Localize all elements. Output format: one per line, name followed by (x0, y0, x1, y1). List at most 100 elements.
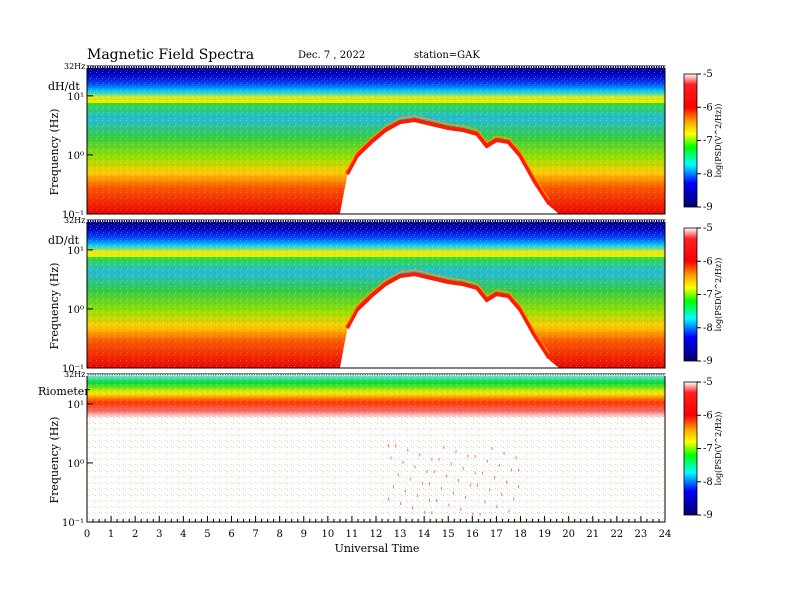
riometer-speck (397, 473, 399, 477)
x-tick-label: 14 (418, 529, 431, 540)
colorbar-tick-label: -8 (703, 169, 713, 180)
x-tick-label: 6 (228, 529, 234, 540)
riometer-speck (465, 495, 467, 499)
riometer-speck (409, 477, 411, 481)
riometer-speck (453, 491, 455, 495)
x-tick-label: 11 (346, 529, 359, 540)
riometer-speck (467, 454, 469, 458)
panels: dH/dt 32Hz 10¹ 10⁰ 10⁻¹ Frequency (Hz) -5 -6 -7 -… (38, 62, 723, 529)
y-tick-label: 10¹ (67, 92, 84, 103)
riometer-speck (414, 465, 416, 469)
riometer-speck (472, 512, 474, 516)
riometer-speck (441, 486, 442, 490)
riometer-speck (429, 498, 430, 502)
x-axis-label: Universal Time (335, 542, 420, 555)
colorbar-tick-label: -7 (703, 136, 713, 147)
y-tick-label: 10⁰ (67, 305, 84, 316)
riometer-speck (392, 485, 394, 489)
riometer-speck (479, 512, 481, 516)
colorbar-label: log(PSD(V^2/Hz)) (714, 258, 723, 332)
riometer-speck (407, 448, 409, 452)
x-tick-label: 18 (514, 529, 527, 540)
riometer-speck (510, 468, 512, 472)
figure-title: Magnetic Field Spectra (87, 47, 254, 63)
x-tick-label: 1 (108, 529, 114, 540)
y-axis-label: Frequency (Hz) (48, 417, 61, 504)
riometer-speck (501, 492, 503, 496)
x-tick-label: 7 (252, 529, 258, 540)
x-tick-label: 0 (84, 529, 90, 540)
quiet-region (339, 122, 559, 214)
riometer-speck (462, 466, 464, 470)
spectral-edge-upper (346, 115, 550, 201)
colorbar (683, 227, 698, 362)
panel-1: dD/dt 32Hz 10¹ 10⁰ 10⁻¹ Frequency (Hz) -5 -6 -7 -… (48, 216, 723, 375)
riometer-speck (477, 483, 479, 487)
top-freq-label: 32Hz (64, 62, 85, 71)
colorbar-tick-label: -6 (703, 102, 713, 113)
colorbar-tick-label: -9 (703, 510, 713, 521)
riometer-speck (484, 500, 486, 504)
riometer-speck (395, 444, 397, 448)
riometer-speck (412, 506, 414, 510)
riometer-speck (421, 482, 423, 486)
riometer-speck (494, 476, 495, 480)
riometer-speck (482, 471, 483, 475)
riometer-speck (448, 503, 450, 507)
colorbar-tick-label: -5 (703, 377, 713, 388)
colorbar (683, 381, 698, 516)
quiet-region (339, 276, 559, 368)
riometer-speck (491, 447, 493, 451)
panel-label: dD/dt (48, 234, 80, 247)
station-label: station=GAK (414, 50, 480, 61)
x-tick-label: 22 (610, 529, 623, 540)
spectral-edge (345, 117, 552, 206)
riometer-speck (498, 463, 500, 467)
x-tick-label: 13 (394, 529, 407, 540)
colorbar-tick-label: -8 (703, 323, 713, 334)
x-tick-label: 23 (635, 529, 648, 540)
y-axis-label: Frequency (Hz) (48, 109, 61, 196)
riometer-speck (424, 511, 426, 514)
x-tick-label: 3 (156, 529, 162, 540)
riometer-speck (450, 462, 452, 466)
y-tick-label: 10⁰ (67, 151, 84, 162)
panel-label: Riometer (38, 385, 90, 398)
riometer-speck (506, 480, 508, 484)
top-freq-label: 32Hz (64, 370, 85, 379)
colorbar-tick-label: -8 (703, 477, 713, 488)
x-tick-label: 4 (180, 529, 186, 540)
panel-label: dH/dt (48, 80, 80, 93)
x-tick-label: 15 (442, 529, 455, 540)
riometer-speck (388, 444, 389, 447)
colorbar-tick-label: -7 (703, 290, 713, 301)
x-tick-label: 8 (276, 529, 282, 540)
riometer-speck (508, 509, 510, 513)
x-tick-label: 16 (466, 529, 479, 540)
spectral-edge (345, 271, 552, 360)
riometer-speck (402, 460, 404, 464)
riometer-speck (469, 483, 471, 487)
x-tick-label: 24 (659, 529, 672, 540)
x-tick-label: 17 (490, 529, 503, 540)
riometer-speck (433, 470, 435, 474)
riometer-speck (416, 494, 418, 498)
x-tick-label: 19 (538, 529, 551, 540)
riometer-speck (515, 456, 517, 460)
riometer-speck (404, 489, 406, 493)
y-tick-label: 10⁰ (67, 459, 84, 470)
top-freq-label: 32Hz (64, 216, 85, 225)
date-label: Dec. 7 , 2022 (298, 50, 365, 61)
riometer-speck (518, 485, 520, 489)
x-tick-label: 5 (204, 529, 210, 540)
riometer-speck (429, 482, 430, 486)
y-axis-label: Frequency (Hz) (48, 263, 61, 350)
riometer-speck (474, 454, 476, 458)
riometer-speck (457, 479, 459, 483)
riometer-speck (436, 499, 438, 502)
riometer-speck (419, 453, 421, 457)
riometer-speck (390, 456, 392, 460)
riometer-speck (489, 488, 491, 492)
colorbar-label: log(PSD(V^2/Hz)) (714, 412, 723, 486)
